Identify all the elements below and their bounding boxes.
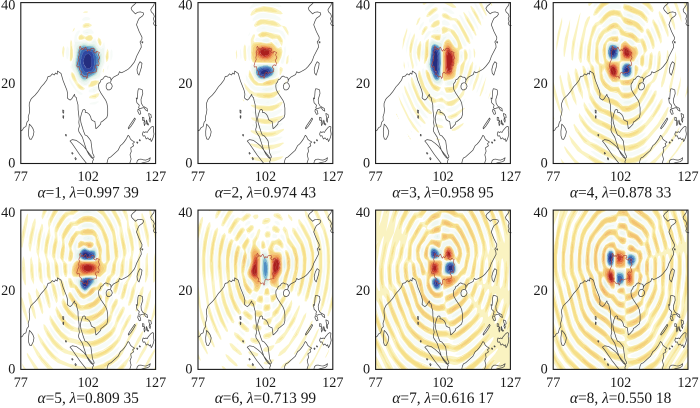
svg-text:77: 77	[369, 375, 383, 391]
svg-text:102: 102	[432, 375, 453, 391]
svg-text:0: 0	[185, 156, 192, 172]
svg-text:40: 40	[178, 0, 192, 13]
svg-text:0: 0	[541, 156, 548, 172]
svg-text:α=6, λ=0.713 99: α=6, λ=0.713 99	[215, 390, 317, 407]
svg-text:77: 77	[191, 375, 205, 391]
svg-text:40: 40	[356, 0, 370, 13]
svg-text:102: 102	[610, 375, 631, 391]
svg-text:20: 20	[534, 283, 548, 299]
svg-text:127: 127	[500, 169, 521, 185]
svg-text:102: 102	[78, 169, 99, 185]
svg-text:0: 0	[8, 362, 15, 378]
svg-text:20: 20	[356, 76, 370, 92]
svg-text:102: 102	[255, 169, 276, 185]
svg-text:127: 127	[677, 169, 698, 185]
svg-text:20: 20	[178, 76, 192, 92]
svg-text:0: 0	[363, 156, 370, 172]
svg-text:127: 127	[145, 169, 166, 185]
svg-text:0: 0	[185, 362, 192, 378]
svg-text:102: 102	[432, 169, 453, 185]
svg-text:α=7, λ=0.616 17: α=7, λ=0.616 17	[392, 390, 494, 407]
svg-text:77: 77	[546, 169, 560, 185]
svg-text:127: 127	[145, 375, 166, 391]
svg-text:127: 127	[500, 375, 521, 391]
svg-text:0: 0	[363, 362, 370, 378]
svg-text:α=3, λ=0.958 95: α=3, λ=0.958 95	[392, 184, 494, 201]
svg-text:102: 102	[78, 375, 99, 391]
svg-text:102: 102	[255, 375, 276, 391]
svg-text:20: 20	[178, 283, 192, 299]
svg-text:40: 40	[1, 205, 15, 221]
svg-text:40: 40	[534, 205, 548, 221]
svg-text:77: 77	[369, 169, 383, 185]
svg-text:40: 40	[356, 205, 370, 221]
svg-text:20: 20	[1, 76, 15, 92]
svg-text:α=4, λ=0.878 33: α=4, λ=0.878 33	[570, 184, 672, 201]
svg-text:α=1, λ=0.997 39: α=1, λ=0.997 39	[37, 184, 139, 201]
svg-text:77: 77	[14, 169, 28, 185]
svg-text:0: 0	[541, 362, 548, 378]
svg-text:20: 20	[534, 76, 548, 92]
svg-text:77: 77	[14, 375, 28, 391]
svg-text:40: 40	[534, 0, 548, 13]
svg-text:77: 77	[191, 169, 205, 185]
svg-text:α=2, λ=0.974 43: α=2, λ=0.974 43	[215, 184, 317, 201]
svg-text:20: 20	[1, 283, 15, 299]
svg-text:20: 20	[356, 283, 370, 299]
svg-text:102: 102	[610, 169, 631, 185]
svg-text:α=8, λ=0.550 18: α=8, λ=0.550 18	[570, 390, 672, 407]
svg-text:40: 40	[178, 205, 192, 221]
svg-text:77: 77	[546, 375, 560, 391]
svg-text:α=5, λ=0.809 35: α=5, λ=0.809 35	[37, 390, 139, 407]
svg-text:127: 127	[322, 169, 343, 185]
svg-text:40: 40	[1, 0, 15, 13]
svg-text:0: 0	[8, 156, 15, 172]
svg-text:127: 127	[677, 375, 698, 391]
svg-text:127: 127	[322, 375, 343, 391]
